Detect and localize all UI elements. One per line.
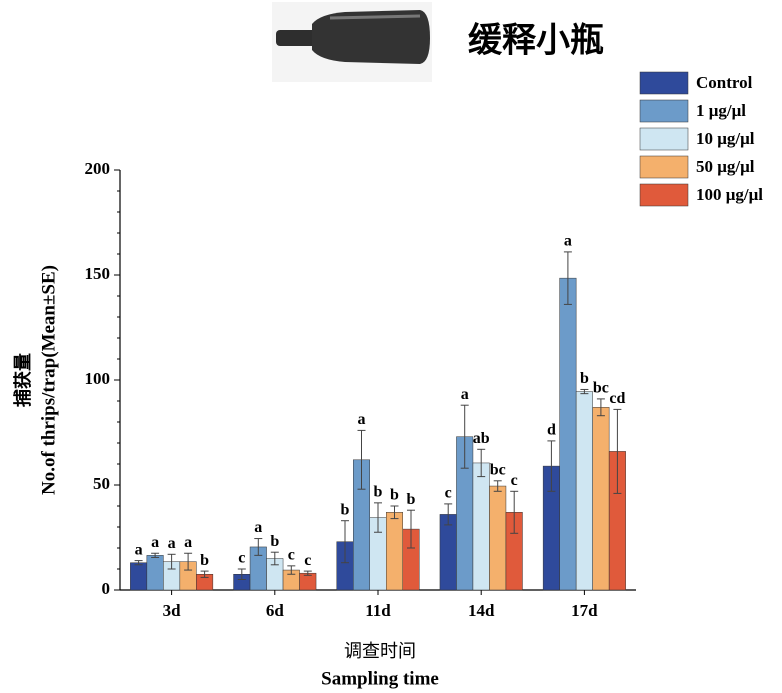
significance-letter: bc bbox=[593, 380, 609, 397]
legend-label: 1 μg/μl bbox=[696, 101, 746, 120]
error-bar bbox=[184, 552, 193, 571]
error-bar bbox=[151, 552, 160, 558]
error-bar bbox=[200, 570, 209, 578]
significance-letter: a bbox=[135, 541, 143, 558]
error-bar bbox=[580, 388, 589, 395]
significance-letter: a bbox=[184, 534, 192, 551]
error-bar bbox=[547, 440, 556, 492]
bar bbox=[559, 277, 577, 591]
legend-swatch bbox=[639, 183, 689, 207]
error-bar bbox=[477, 448, 486, 478]
error-bar bbox=[613, 408, 622, 494]
legend-swatch bbox=[639, 127, 689, 151]
bar bbox=[146, 555, 164, 591]
significance-letter: b bbox=[270, 533, 279, 550]
x-tick-label: 6d bbox=[266, 601, 285, 620]
significance-letter: b bbox=[200, 552, 209, 569]
significance-letter: a bbox=[358, 411, 366, 428]
y-axis-label: 捕获量 bbox=[12, 353, 34, 407]
bar bbox=[130, 562, 148, 591]
significance-letter: c bbox=[304, 552, 311, 569]
significance-letter: a bbox=[461, 386, 469, 403]
significance-letter: a bbox=[254, 519, 262, 536]
bottle-image bbox=[272, 2, 432, 82]
y-tick-label: 50 bbox=[93, 474, 110, 493]
x-axis-label: 调查时间 bbox=[344, 641, 416, 662]
legend-label: 10 μg/μl bbox=[696, 129, 755, 148]
bar bbox=[592, 407, 610, 591]
significance-letter: c bbox=[445, 485, 452, 502]
error-bar bbox=[254, 538, 263, 556]
error-bar bbox=[303, 570, 312, 576]
legend-label: Control bbox=[696, 73, 753, 92]
significance-letter: ab bbox=[473, 430, 490, 447]
y-tick-label: 150 bbox=[85, 264, 111, 283]
x-axis-label: Sampling time bbox=[321, 668, 439, 689]
x-tick-label: 17d bbox=[571, 601, 598, 620]
error-bar bbox=[493, 480, 502, 492]
error-bar bbox=[510, 490, 519, 534]
y-tick-label: 200 bbox=[85, 159, 111, 178]
legend-label: 100 μg/μl bbox=[696, 185, 763, 204]
error-bar bbox=[341, 520, 349, 564]
legend-swatch bbox=[639, 155, 689, 179]
significance-letter: b bbox=[580, 370, 589, 387]
bar bbox=[575, 391, 593, 591]
x-tick-label: 14d bbox=[468, 601, 495, 620]
error-bar bbox=[357, 429, 366, 490]
significance-letter: cd bbox=[609, 390, 625, 407]
error-bar bbox=[287, 565, 296, 575]
error-bar bbox=[563, 251, 572, 305]
significance-letter: c bbox=[238, 550, 245, 567]
bar bbox=[489, 485, 507, 591]
legend-swatch bbox=[639, 71, 689, 95]
significance-letter: b bbox=[374, 484, 383, 501]
error-bar bbox=[167, 553, 176, 570]
x-tick-label: 3d bbox=[163, 601, 182, 620]
bar bbox=[386, 512, 403, 591]
x-tick-label: 11d bbox=[365, 601, 391, 620]
bar bbox=[472, 462, 490, 591]
legend-label: 50 μg/μl bbox=[696, 157, 755, 176]
error-bar bbox=[134, 560, 143, 566]
significance-letter: d bbox=[547, 422, 556, 439]
significance-letter: a bbox=[151, 534, 159, 551]
error-bar bbox=[460, 404, 469, 469]
error-bar bbox=[237, 568, 246, 580]
error-bar bbox=[444, 503, 453, 526]
significance-letter: a bbox=[564, 233, 572, 250]
significance-letter: b bbox=[407, 491, 416, 508]
error-bar bbox=[407, 509, 415, 549]
error-bar bbox=[374, 502, 382, 533]
error-bar bbox=[596, 398, 605, 417]
legend-swatch bbox=[639, 99, 689, 123]
significance-letter: a bbox=[168, 535, 176, 552]
significance-letter: c bbox=[288, 547, 295, 564]
error-bar bbox=[270, 551, 279, 566]
y-tick-label: 0 bbox=[102, 579, 111, 598]
significance-letter: c bbox=[511, 472, 518, 489]
significance-letter: b bbox=[390, 487, 399, 504]
error-bar bbox=[390, 505, 399, 520]
bar bbox=[439, 514, 457, 591]
header: 缓释小瓶 bbox=[468, 21, 604, 61]
significance-letter: b bbox=[341, 501, 350, 518]
y-tick-label: 100 bbox=[85, 369, 111, 388]
significance-letter: bc bbox=[490, 461, 506, 478]
y-axis-label: No.of thrips/trap(Mean±SE) bbox=[38, 265, 59, 495]
